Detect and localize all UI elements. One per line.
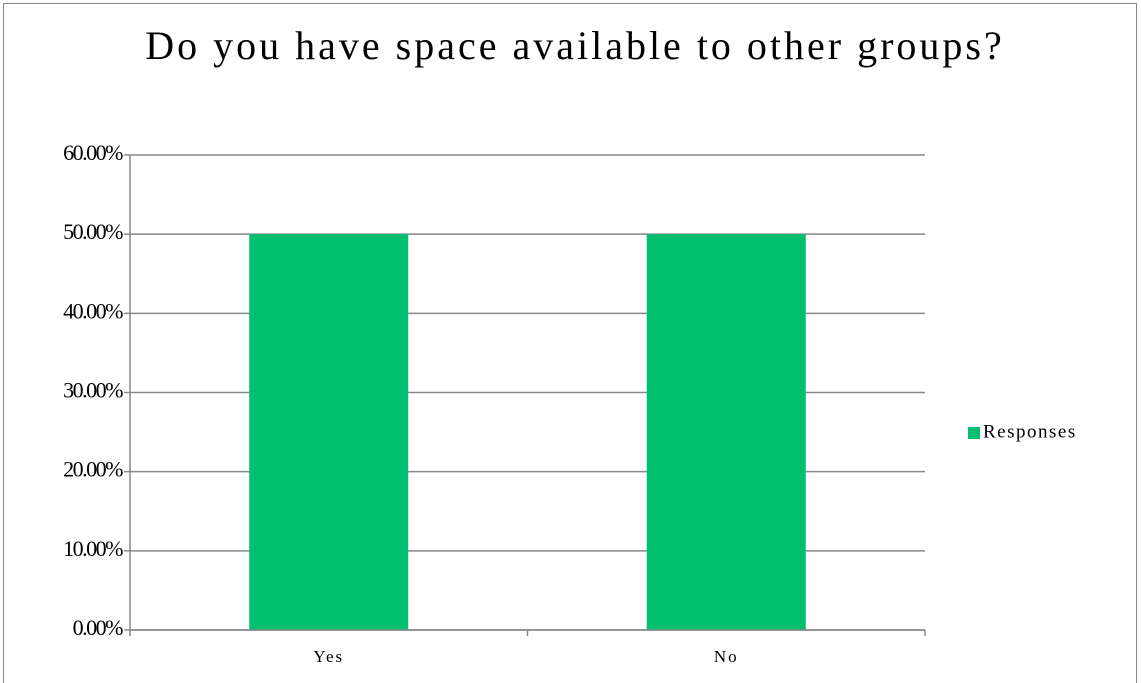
chart-title: Do you have space available to other gro… [145,23,1005,68]
y-tick-label: 60.00% [63,140,123,165]
x-tick-label: No [714,647,739,666]
y-tick-label: 20.00% [63,457,123,482]
legend-swatch [968,427,980,439]
bar [249,234,409,630]
y-tick-label: 10.00% [63,536,123,561]
y-tick-label: 30.00% [63,378,123,403]
chart-border [3,3,1137,683]
legend-label: Responses [983,421,1077,442]
y-tick-label: 40.00% [63,298,123,323]
x-tick-label: Yes [313,647,344,666]
y-tick-label: 0.00% [73,615,124,640]
y-tick-label: 50.00% [63,219,123,244]
bar [646,234,806,630]
